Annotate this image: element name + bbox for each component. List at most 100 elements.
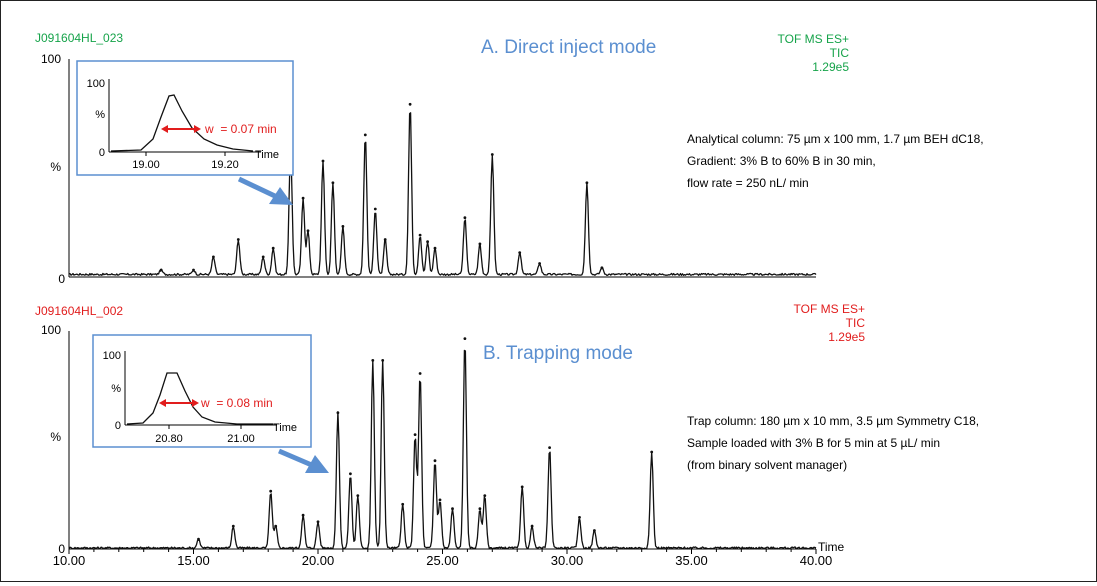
inset-x-label: Time (273, 422, 297, 434)
inset-y-percent: % (111, 383, 121, 395)
inset-x-tick-2: 19.20 (211, 159, 239, 171)
peak-apex-9 (356, 494, 360, 497)
peak-apex-25 (585, 181, 589, 185)
peak-apex-1 (197, 537, 200, 541)
peak-apex-14 (373, 207, 377, 211)
inset-box (92, 334, 312, 448)
peak-apex-22 (490, 153, 494, 156)
peak-apex-21 (520, 485, 524, 489)
x-tick-label: 25.00 (426, 553, 459, 568)
peak-apex-7 (336, 411, 340, 415)
peak-apex-23 (518, 251, 522, 255)
x-tick-label: 15.00 (177, 553, 210, 568)
mode-title: A. Direct inject mode (481, 37, 656, 58)
condition-line-2: Gradient: 3% B to 60% B in 30 min, (687, 154, 876, 168)
detector-line-1: TOF MS ES+ (778, 32, 849, 46)
y-label-percent: % (50, 160, 61, 174)
y-label-100: 100 (41, 52, 61, 66)
peak-apex-25 (593, 529, 596, 532)
mode-title: B. Trapping mode (483, 343, 633, 364)
peak-apex-2 (192, 268, 195, 272)
peak-apex-13 (413, 433, 417, 436)
inset-b: 100 % 0 20.80 21.00 Time w = 0.08 min (92, 334, 312, 448)
callout-arrow-b (278, 448, 329, 473)
detector-line-2: TIC (846, 316, 866, 330)
peak-apex-15 (383, 238, 387, 241)
peak-apex-26 (600, 266, 604, 270)
sample-id: J091604HL_023 (35, 31, 123, 45)
peak-apex-9 (306, 229, 310, 233)
width-arrow-right-head (194, 125, 201, 133)
inset-y-percent: % (95, 109, 105, 121)
peak-apex-24 (578, 516, 581, 519)
peak-apex-5 (261, 255, 265, 259)
peak-apex-12 (401, 502, 405, 506)
width-arrow-right-head (192, 399, 199, 407)
peak-apex-26 (650, 450, 654, 454)
inset-a: 100 % 0 19.00 19.20 Time w = 0.07 min (76, 60, 294, 176)
inset-y-zero: 0 (115, 420, 121, 432)
peak-apex-21 (478, 242, 482, 246)
peak-apex-19 (433, 246, 437, 250)
x-tick-label: 30.00 (551, 553, 584, 568)
peak-apex-20 (483, 494, 487, 497)
peak-apex-11 (331, 181, 335, 185)
inset-peak-trace (110, 94, 254, 152)
inset-x-tick-2: 21.00 (227, 433, 255, 445)
peak-apex-20 (463, 216, 467, 220)
y-label-100: 100 (41, 323, 61, 337)
y-label-zero: 0 (58, 272, 65, 286)
x-tick-label: 35.00 (675, 553, 708, 568)
peak-apex-17 (418, 233, 422, 237)
x-tick-label: 10.00 (53, 553, 86, 568)
condition-line-3: flow rate = 250 nL/ min (687, 176, 809, 190)
peak-apex-4 (236, 238, 240, 241)
inset-x-label: Time (255, 149, 279, 161)
inset-y-100: 100 (103, 350, 121, 362)
peak-apex-18 (463, 337, 467, 340)
condition-line-1: Analytical column: 75 µm x 100 mm, 1.7 µ… (687, 132, 984, 146)
peak-apex-22 (530, 524, 534, 528)
inset-y-zero: 0 (99, 147, 105, 159)
callout-arrow-a (237, 176, 293, 205)
detector-line-2: TIC (830, 46, 850, 60)
inset-y-100: 100 (87, 78, 105, 90)
condition-line-2: Sample loaded with 3% B for 5 min at 5 µ… (687, 436, 940, 450)
condition-line-3: (from binary solvent manager) (687, 458, 847, 472)
width-arrow-left-head (161, 125, 168, 133)
peak-apex-3 (269, 489, 273, 493)
peak-apex-12 (341, 225, 345, 228)
peak-apex-18 (426, 240, 429, 244)
peak-apex-2 (231, 524, 235, 528)
peak-apex-10 (321, 159, 325, 163)
peak-apex-24 (538, 262, 541, 265)
peak-apex-19 (478, 507, 482, 511)
y-label-percent: % (50, 430, 61, 444)
peak-apex-16 (408, 102, 412, 106)
inset-x-tick-1: 19.00 (132, 159, 160, 171)
panel-a: J091604HL_023 A. Direct inject mode TOF … (35, 31, 984, 286)
peak-markers-b (197, 337, 654, 541)
detector-line-1: TOF MS ES+ (794, 302, 865, 316)
inset-box (76, 60, 294, 176)
peak-apex-23 (548, 446, 551, 449)
x-tick-label: 20.00 (302, 553, 335, 568)
sample-id: J091604HL_002 (35, 304, 123, 318)
peak-apex-13 (363, 133, 367, 137)
peak-apex-17 (451, 507, 454, 511)
peak-apex-6 (271, 246, 275, 250)
peak-apex-1 (159, 268, 163, 272)
peak-apex-8 (301, 196, 305, 200)
peak-apex-4 (274, 524, 278, 528)
peak-apex-8 (349, 472, 352, 476)
detector-line-3: 1.29e5 (828, 330, 865, 344)
peak-apex-5 (301, 513, 305, 517)
width-arrow-left-head (159, 399, 166, 407)
peak-apex-15 (433, 459, 437, 463)
inset-x-tick-1: 20.80 (155, 433, 183, 445)
panel-b: J091604HL_002 B. Trapping mode TOF MS ES… (35, 302, 979, 568)
condition-line-1: Trap column: 180 µm x 10 mm, 3.5 µm Symm… (687, 414, 979, 428)
x-axis-ticks: 10.00 15.00 20.00 25.00 30.00 35.00 40.00 (53, 549, 832, 568)
